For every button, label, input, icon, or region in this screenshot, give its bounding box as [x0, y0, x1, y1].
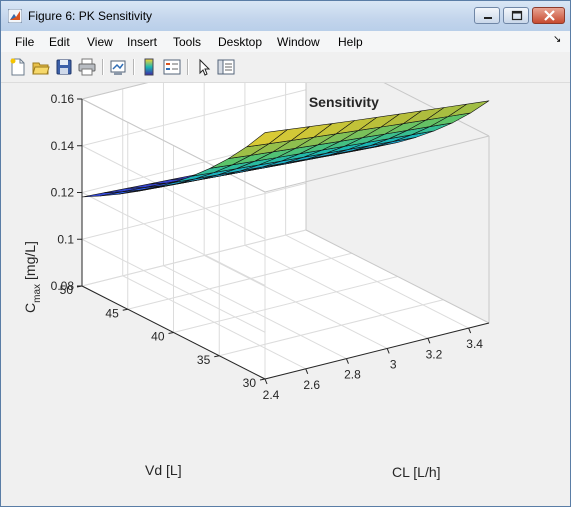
insert-colorbar-icon[interactable] — [140, 58, 158, 76]
figure-canvas: PK Parameter Sensitivity 2.42.62.833.23.… — [22, 83, 490, 480]
y-tick-label: 30 — [243, 376, 257, 390]
grid-line — [81, 238, 266, 333]
x-tick — [264, 378, 268, 385]
surface-plot[interactable] — [81, 100, 490, 198]
figure-toolbar — [1, 52, 570, 83]
grid-line — [81, 89, 307, 147]
y-tick-label: 35 — [197, 353, 211, 367]
z-axis-label-main: C — [22, 303, 38, 313]
box-edge — [264, 135, 490, 193]
link-plot-icon[interactable] — [109, 58, 127, 76]
z-axis-label-unit: [mg/L] — [22, 241, 38, 280]
toolbar-separator — [102, 59, 104, 75]
matlab-logo-icon — [8, 9, 22, 23]
grid-line — [81, 229, 307, 287]
x-tick — [468, 327, 472, 334]
close-icon — [544, 10, 555, 21]
save-icon[interactable] — [55, 58, 73, 76]
y-tick — [168, 332, 174, 334]
property-inspector-icon[interactable] — [217, 58, 235, 76]
menu-desktop[interactable]: Desktop — [218, 35, 263, 49]
axis-ticks: 2.4 2.6 2.8 3 3.2 3.4 30 35 40 45 500.08 0.1 0.12 0.1… — [51, 92, 484, 402]
window-title: Figure 6: PK Sensitivity — [28, 9, 153, 23]
box-edge — [81, 98, 266, 193]
menu-insert[interactable]: Insert — [127, 35, 158, 49]
x-tick — [386, 348, 390, 354]
svg-text:Cmax[mg/L]: Cmax [mg/L] — [22, 241, 43, 313]
x-axis-line — [264, 322, 490, 380]
dock-arrow-icon[interactable]: ↘ — [553, 34, 562, 45]
z-tick-label: 0.12 — [51, 186, 75, 200]
y-tick-label: 50 — [60, 283, 74, 297]
z-tick-label: 0.08 — [51, 279, 75, 293]
x-tick-label: 3.2 — [426, 347, 443, 361]
x-tick — [305, 368, 309, 375]
maximize-icon — [511, 10, 523, 21]
z-tick-label: 0.16 — [51, 92, 75, 106]
insert-legend-icon[interactable] — [163, 58, 181, 76]
y-tick-label: 45 — [105, 306, 119, 320]
z-tick-label: 0.1 — [57, 232, 74, 246]
close-button[interactable] — [532, 7, 565, 24]
x-tick-label: 2.6 — [303, 378, 320, 392]
menu-view[interactable]: View — [87, 35, 113, 49]
x-tick-label: 2.4 — [263, 388, 280, 402]
minimize-button[interactable] — [474, 7, 500, 24]
y-tick-label: 40 — [151, 330, 165, 344]
y-tick — [214, 355, 220, 358]
menu-window[interactable]: Window — [277, 35, 320, 49]
edit-plot-icon[interactable] — [195, 58, 213, 76]
x-tick-label: 3 — [390, 357, 397, 371]
grid-line — [81, 145, 266, 240]
x-axis-label: CL [L/h] — [392, 464, 441, 480]
y-tick — [259, 378, 266, 381]
box-edge — [305, 229, 490, 324]
grid-line — [81, 182, 307, 240]
axes-box: 2.4 2.6 2.8 3 3.2 3.4 30 35 40 45 500.08 0.1 0.12 0.1… — [51, 83, 490, 402]
x-tick-label: 3.4 — [466, 337, 483, 351]
menu-bar: File Edit View Insert Tools Desktop Wind… — [1, 31, 570, 52]
z-axis-label: Cmax [mg/L] — [22, 241, 43, 313]
menu-help[interactable]: Help — [338, 35, 363, 49]
y-tick — [122, 308, 128, 311]
title-bar[interactable]: Figure 6: PK Sensitivity — [1, 1, 570, 31]
menu-file[interactable]: File — [15, 35, 35, 49]
x-tick — [427, 338, 431, 344]
menu-tools[interactable]: Tools — [173, 35, 202, 49]
toolbar-separator — [133, 59, 135, 75]
open-file-icon[interactable] — [32, 58, 50, 76]
box-edge — [383, 83, 490, 137]
menu-edit[interactable]: Edit — [49, 35, 70, 49]
minimize-icon — [484, 17, 492, 19]
z-axis-label-sub: max — [32, 284, 43, 303]
grid-line — [173, 276, 398, 333]
x-tick — [345, 358, 349, 364]
print-icon[interactable] — [78, 58, 96, 76]
y-axis-label: Vd [L] — [145, 462, 182, 478]
z-tick-label: 0.14 — [51, 139, 75, 153]
box-edge — [81, 83, 149, 100]
surface-patch — [447, 100, 490, 117]
x-tick-label: 2.8 — [344, 368, 361, 382]
grid-line — [81, 192, 266, 286]
grid-line — [127, 252, 352, 310]
maximize-button[interactable] — [503, 7, 529, 24]
toolbar-separator — [187, 59, 189, 75]
grid-line — [219, 299, 444, 357]
new-figure-icon[interactable] — [9, 58, 27, 76]
